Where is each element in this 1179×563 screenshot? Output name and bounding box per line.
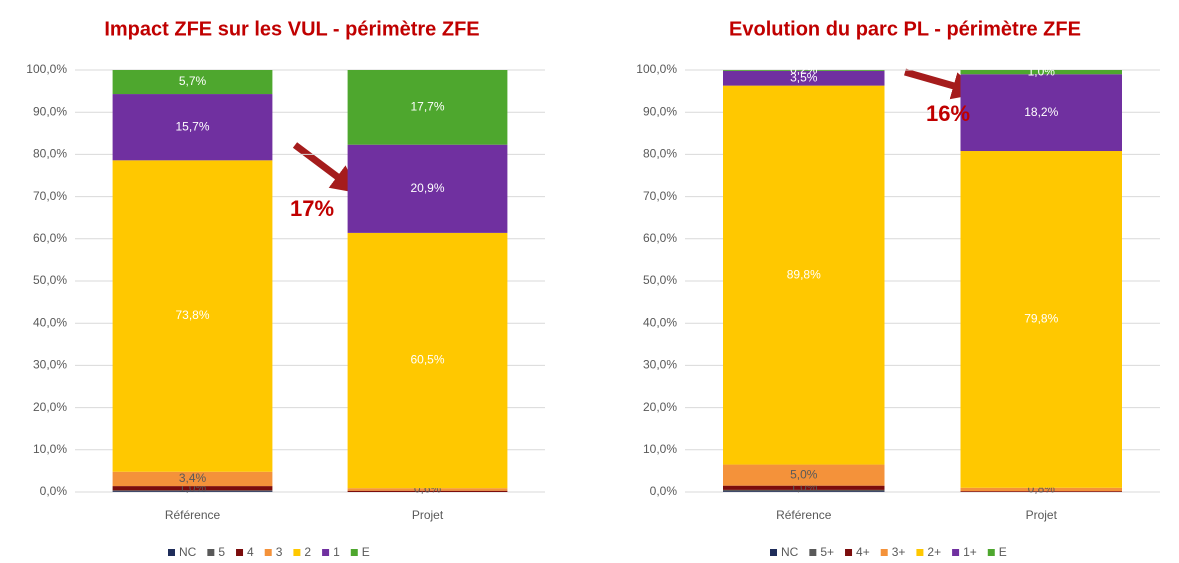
legend-label: 1+ xyxy=(963,545,977,559)
bar-segment xyxy=(347,490,508,492)
legend-label: NC xyxy=(781,545,799,559)
bar-segment xyxy=(960,70,1122,75)
y-tick-label: 70,0% xyxy=(33,189,67,203)
bar-segment xyxy=(723,70,885,71)
chart-title: Evolution du parc PL - périmètre ZFE xyxy=(729,18,1081,40)
data-label: 3,5% xyxy=(790,70,818,84)
legend-label: 2+ xyxy=(927,545,941,559)
bar-segment xyxy=(960,487,1122,492)
y-tick-label: 40,0% xyxy=(33,315,67,329)
y-tick-label: 20,0% xyxy=(33,400,67,414)
legend-swatch xyxy=(264,549,272,556)
y-tick-label: 30,0% xyxy=(33,358,67,372)
bar-segment xyxy=(347,232,508,489)
legend-swatch xyxy=(322,549,330,556)
x-tick-label: Référence xyxy=(776,508,832,522)
legend-label: 3+ xyxy=(892,545,906,559)
bar-segment xyxy=(960,491,1122,492)
y-tick-label: 80,0% xyxy=(643,147,677,161)
y-tick-label: 90,0% xyxy=(33,104,67,118)
bar-segment xyxy=(112,94,273,161)
y-tick-label: 10,0% xyxy=(33,442,67,456)
data-label: 3,4% xyxy=(179,471,207,485)
y-tick-label: 0,0% xyxy=(650,484,678,498)
legend-label: 2 xyxy=(304,545,311,559)
legend-swatch xyxy=(168,549,175,556)
legend-label: 4+ xyxy=(856,545,870,559)
y-tick-label: 90,0% xyxy=(643,104,677,118)
bar-segment xyxy=(347,488,508,491)
bar-segment xyxy=(723,70,885,86)
y-tick-label: 40,0% xyxy=(643,315,677,329)
data-label: 5,0% xyxy=(790,467,818,481)
legend-swatch xyxy=(880,549,888,556)
data-label: 1,0% xyxy=(1028,64,1056,78)
bar-segment xyxy=(112,490,273,492)
bar-segment xyxy=(723,464,885,486)
bar-segment xyxy=(723,489,885,492)
bar-segment xyxy=(112,486,273,491)
annotation: 17% xyxy=(290,196,334,221)
legend-label: 5 xyxy=(218,545,225,559)
y-tick-label: 70,0% xyxy=(643,189,677,203)
legend-swatch xyxy=(350,549,358,556)
bar-segment xyxy=(960,151,1122,488)
data-label: 15,7% xyxy=(175,119,209,133)
bar-segment xyxy=(723,485,885,490)
legend-swatch xyxy=(293,549,301,556)
y-tick-label: 30,0% xyxy=(643,358,677,372)
legend-label: 3 xyxy=(276,545,283,559)
y-tick-label: 100,0% xyxy=(26,62,67,76)
data-label: 18,2% xyxy=(1024,105,1058,119)
y-tick-label: 10,0% xyxy=(643,442,677,456)
legend-label: NC xyxy=(179,545,197,559)
annotation: 16% xyxy=(926,101,970,126)
legend-swatch xyxy=(207,549,215,556)
legend-swatch xyxy=(916,549,924,556)
bar-segment xyxy=(112,471,273,487)
legend-swatch xyxy=(845,549,853,556)
legend-swatch xyxy=(770,549,777,556)
bar-segment xyxy=(112,70,273,95)
data-label: 60,5% xyxy=(410,353,444,367)
legend-swatch xyxy=(236,549,244,556)
data-label: 5,7% xyxy=(179,74,207,88)
y-tick-label: 100,0% xyxy=(636,62,677,76)
bar-segment xyxy=(723,85,885,465)
data-label: 20,9% xyxy=(410,181,444,195)
chart-title: Impact ZFE sur les VUL - périmètre ZFE xyxy=(104,18,479,40)
y-tick-label: 80,0% xyxy=(33,147,67,161)
data-label: 0,2% xyxy=(790,63,818,77)
y-tick-label: 20,0% xyxy=(643,400,677,414)
x-tick-label: Projet xyxy=(412,508,444,522)
bar-segment xyxy=(112,160,273,472)
x-tick-label: Projet xyxy=(1026,508,1058,522)
x-tick-label: Référence xyxy=(165,508,221,522)
data-label: 79,8% xyxy=(1024,312,1058,326)
legend-swatch xyxy=(987,549,995,556)
y-tick-label: 60,0% xyxy=(33,231,67,245)
y-tick-label: 0,0% xyxy=(40,484,68,498)
y-tick-label: 60,0% xyxy=(643,231,677,245)
y-tick-label: 50,0% xyxy=(643,273,677,287)
arrow xyxy=(292,142,360,194)
bar-segment xyxy=(347,70,508,145)
bar-segment xyxy=(960,74,1122,152)
legend-swatch xyxy=(809,549,817,556)
data-label: 73,8% xyxy=(175,308,209,322)
legend-label: 4 xyxy=(247,545,254,559)
data-label: 17,7% xyxy=(410,100,444,114)
data-label: 89,8% xyxy=(787,267,821,281)
legend-label: E xyxy=(362,545,370,559)
bar-segment xyxy=(347,144,508,233)
bar-segment xyxy=(723,491,885,492)
legend-label: 5+ xyxy=(820,545,834,559)
legend-swatch xyxy=(952,549,960,556)
bar-segment xyxy=(112,491,273,492)
legend-label: 1 xyxy=(333,545,340,559)
y-tick-label: 50,0% xyxy=(33,273,67,287)
legend-label: E xyxy=(999,545,1007,559)
